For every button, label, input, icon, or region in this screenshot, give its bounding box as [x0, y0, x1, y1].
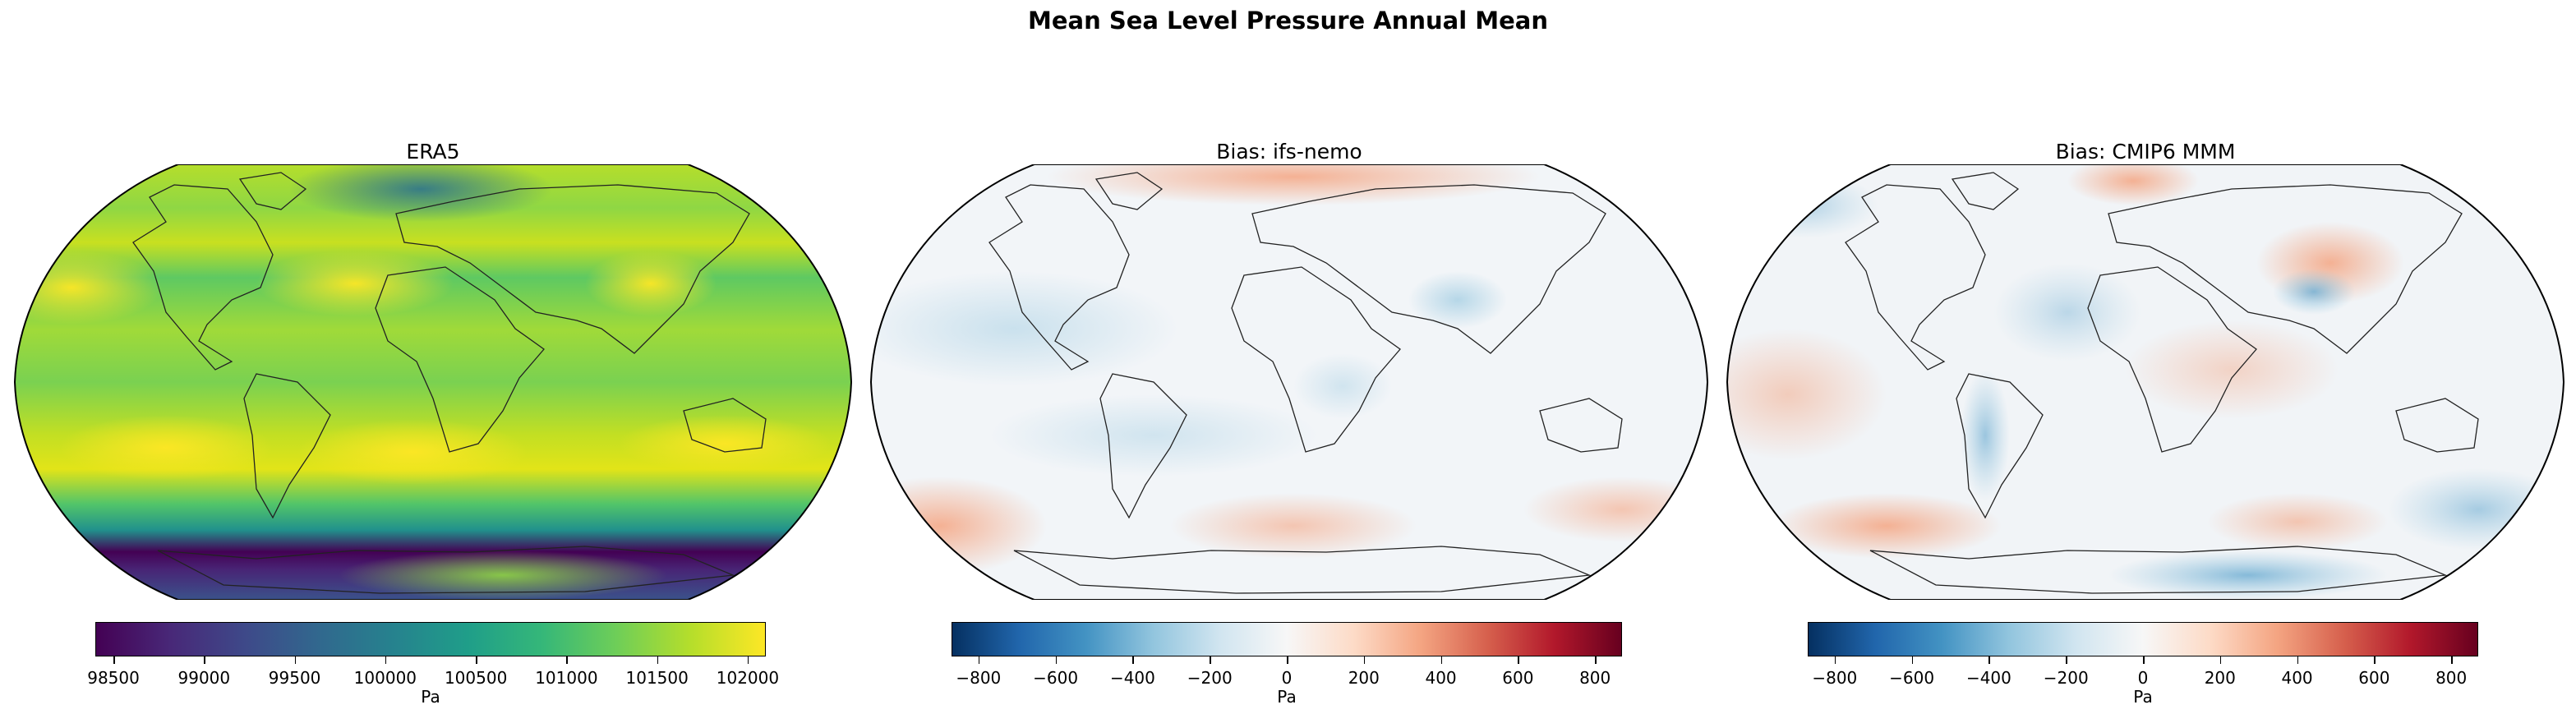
- colorbar-tick-label: 600: [2358, 668, 2390, 688]
- colorbar-tick-label: 101500: [625, 668, 689, 688]
- colorbar-ticks: −800 −600 −400 −200 0 200 400 600 800: [1808, 656, 2478, 689]
- colorbar-tick-label: −200: [2043, 668, 2089, 688]
- colorbar-label: Pa: [1277, 687, 1297, 707]
- colorbar: [1808, 622, 2478, 656]
- colorbar-tick: [294, 656, 297, 664]
- colorbar-tick-label: −400: [1109, 668, 1155, 688]
- colorbar-tick-label: −600: [1033, 668, 1079, 688]
- colorbar-tick-label: 800: [1579, 668, 1611, 688]
- colorbar-tick-label: −800: [1812, 668, 1858, 688]
- colorbar-label: Pa: [2133, 687, 2153, 707]
- colorbar-tick-label: 0: [1281, 668, 1293, 688]
- colorbar-tick-label: 101000: [535, 668, 598, 688]
- colorbar-tick: [113, 656, 115, 664]
- colorbar-ticks: −800 −600 −400 −200 0 200 400 600 800: [952, 656, 1622, 689]
- colorbar-tick: [1911, 656, 1914, 664]
- map-panel-era5: ERA5: [10, 138, 856, 713]
- colorbar-tick: [2297, 656, 2299, 664]
- colorbar-tick-label: 0: [2137, 668, 2149, 688]
- colorbar-tick-label: −600: [1889, 668, 1935, 688]
- colorbar-tick-label: 600: [1502, 668, 1534, 688]
- coastlines: [132, 172, 767, 594]
- map-cmip6-mmm-bias: [1726, 164, 2565, 600]
- map-panel-cmip6-mmm: Bias: CMIP6 MMM: [1722, 138, 2569, 713]
- colorbar-tick-label: 99000: [177, 668, 231, 688]
- colorbar-tick: [747, 656, 749, 664]
- colorbar-tick: [1440, 656, 1443, 664]
- colorbar-tick-label: 100000: [353, 668, 417, 688]
- colorbar-tick-label: 99500: [268, 668, 321, 688]
- colorbar-tick: [1287, 656, 1288, 664]
- colorbar-ticks: 98500 99000 99500 100000 100500 101000 101500 1…: [87, 656, 779, 689]
- colorbar-tick: [1595, 656, 1597, 664]
- colorbar: [95, 622, 766, 656]
- colorbar-tick-label: 100500: [444, 668, 508, 688]
- colorbar-tick-label: 200: [1348, 668, 1380, 688]
- colorbar-tick: [2374, 656, 2376, 664]
- colorbar-tick-label: 400: [2281, 668, 2313, 688]
- panel-title: Bias: ifs-nemo: [1216, 140, 1362, 164]
- colorbar-tick-label: 200: [2204, 668, 2236, 688]
- colorbar-tick: [1210, 656, 1211, 664]
- colorbar-tick: [566, 656, 568, 664]
- colorbar-tick-label: −400: [1965, 668, 2011, 688]
- colorbar-tick: [476, 656, 477, 664]
- coastlines: [1845, 172, 2479, 594]
- colorbar: [952, 622, 1622, 656]
- colorbar-tick: [2066, 656, 2067, 664]
- colorbar-tick: [1055, 656, 1058, 664]
- map-era5: [13, 164, 853, 600]
- colorbar-tick: [1363, 656, 1366, 664]
- colorbar-tick: [1518, 656, 1519, 664]
- colorbar-tick: [204, 656, 205, 664]
- colorbar-tick: [1132, 656, 1134, 664]
- colorbar-tick-label: 800: [2435, 668, 2468, 688]
- figure-title: Mean Sea Level Pressure Annual Mean: [1027, 7, 1548, 35]
- panel-title: ERA5: [406, 140, 460, 164]
- colorbar-tick: [2219, 656, 2222, 664]
- colorbar-tick: [2451, 656, 2453, 664]
- colorbar-tick: [978, 656, 980, 664]
- colorbar-tick-label: 98500: [87, 668, 140, 688]
- map-panel-ifs-nemo: Bias: ifs-nemo: [866, 138, 1712, 713]
- colorbar-tick-label: 400: [1425, 668, 1457, 688]
- coastlines: [988, 172, 1623, 594]
- colorbar-tick: [385, 656, 387, 664]
- colorbar-label: Pa: [421, 687, 440, 707]
- panel-title: Bias: CMIP6 MMM: [2055, 140, 2236, 164]
- colorbar-tick: [1834, 656, 1836, 664]
- colorbar-tick: [2143, 656, 2145, 664]
- colorbar-tick: [657, 656, 659, 664]
- colorbar-tick: [1988, 656, 1990, 664]
- colorbar-tick-label: 102000: [716, 668, 780, 688]
- colorbar-tick-label: −200: [1187, 668, 1233, 688]
- colorbar-tick-label: −800: [956, 668, 1002, 688]
- map-ifs-nemo-bias: [869, 164, 1709, 600]
